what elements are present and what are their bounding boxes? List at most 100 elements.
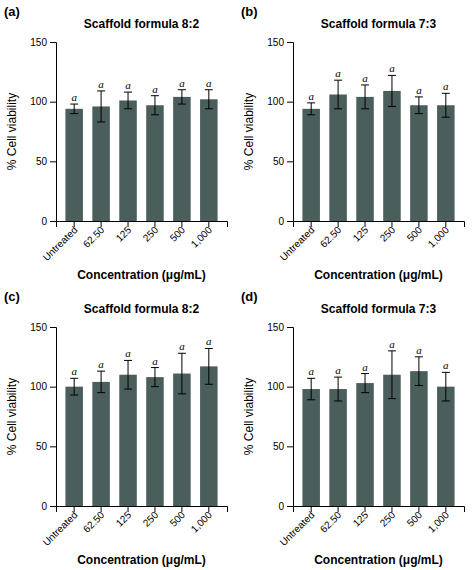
error-bar (151, 368, 159, 387)
tick: 1,000 (426, 506, 452, 535)
axis-line (50, 43, 57, 222)
error-bar (70, 104, 78, 114)
y-axis-title: % Cell viability (5, 378, 19, 455)
error-line (101, 371, 102, 392)
error-cap (361, 392, 369, 393)
y-axis: 050100150 (30, 322, 56, 512)
error-bar (415, 97, 423, 114)
error-cap (334, 80, 342, 81)
tick: 62.50 (81, 506, 107, 535)
tick: 50 (273, 441, 293, 452)
error-bar (97, 91, 105, 122)
bar (119, 375, 137, 506)
tick-label: 50 (273, 156, 285, 167)
tick: 150 (30, 37, 56, 48)
tick: 250 (141, 506, 161, 529)
bar (329, 389, 347, 506)
error-line (365, 85, 366, 109)
error-cap (415, 96, 423, 97)
error-cap (415, 113, 423, 114)
tick: 100 (30, 96, 56, 107)
error-cap (70, 104, 78, 105)
error-cap (205, 89, 213, 90)
tick-label: Untreated (278, 509, 317, 548)
tick-mark (418, 506, 419, 512)
tick-mark (50, 506, 56, 507)
tick-mark (311, 506, 312, 512)
tick: 1,000 (189, 221, 215, 250)
panel-label: (d) (241, 289, 258, 304)
tick-mark (50, 387, 56, 388)
error-line (445, 372, 446, 401)
x-axis: Untreated62.501252505001,000 (41, 221, 228, 263)
x-axis-title: Concentration (μg/mL) (314, 553, 443, 567)
error-cap (307, 102, 315, 103)
bar (410, 371, 428, 506)
tick-mark (128, 221, 129, 227)
tick-label: 150 (30, 37, 47, 48)
tick: 50 (36, 441, 56, 452)
error-cap (388, 106, 396, 107)
tick: 1,000 (426, 221, 452, 250)
marks (302, 351, 454, 506)
tick-label: 250 (378, 509, 398, 529)
error-bar (151, 96, 159, 115)
tick-label: 62.50 (81, 509, 107, 535)
tick: 100 (30, 381, 56, 392)
tick-label: 1,000 (189, 224, 215, 250)
error-cap (124, 92, 132, 93)
tick-mark (74, 506, 75, 512)
tick: 150 (267, 322, 293, 333)
error-cap (415, 356, 423, 357)
tick-label: 250 (141, 224, 161, 244)
y-axis-title: % Cell viability (5, 93, 19, 170)
axis-line (287, 328, 294, 507)
error-bar (442, 93, 450, 117)
tick-mark (181, 506, 182, 512)
tick-label: 50 (36, 156, 48, 167)
tick-mark (287, 102, 293, 103)
tick-mark (287, 506, 293, 507)
panel-label: (b) (241, 4, 258, 19)
error-cap (442, 117, 450, 118)
error-cap (205, 108, 213, 109)
tick-mark (445, 221, 446, 227)
error-cap (388, 75, 396, 76)
axis-line (294, 222, 465, 228)
tick-label: 50 (36, 441, 48, 452)
tick-label: 500 (168, 509, 188, 529)
tick-label: 1,000 (426, 224, 452, 250)
tick-mark (338, 506, 339, 512)
x-axis: Untreated62.501252505001,000 (41, 506, 228, 548)
y-axis: 0 50 100 150 (30, 37, 56, 227)
tick-label: 62.50 (318, 509, 344, 535)
tick: 125 (351, 506, 371, 529)
tick-mark (101, 506, 102, 512)
tick-label: 0 (41, 216, 47, 227)
tick-label: 100 (30, 96, 47, 107)
chart: 050100150Untreated62.501252505001,000aaa… (0, 0, 474, 570)
error-line (101, 91, 102, 122)
significance-label: a (362, 361, 368, 373)
tick: 150 (30, 322, 56, 333)
error-cap (178, 104, 186, 105)
error-line (181, 353, 182, 394)
significance-label: a (362, 72, 368, 84)
error-bar (334, 377, 342, 401)
error-bar (388, 75, 396, 106)
tick-mark (50, 42, 56, 43)
error-bar (205, 90, 213, 109)
tick-mark (50, 446, 56, 447)
error-cap (124, 389, 132, 390)
error-cap (415, 385, 423, 386)
tick-label: 125 (114, 224, 134, 244)
tick-label: 150 (267, 37, 284, 48)
tick-mark (50, 102, 56, 103)
error-cap (97, 90, 105, 91)
tick-label: 1,000 (189, 509, 215, 535)
panel: 050100150Untreated62.501252505001,000aaa… (241, 289, 465, 567)
error-bar (205, 348, 213, 384)
error-bar (361, 374, 369, 393)
tick: 250 (141, 221, 161, 244)
error-cap (70, 395, 78, 396)
